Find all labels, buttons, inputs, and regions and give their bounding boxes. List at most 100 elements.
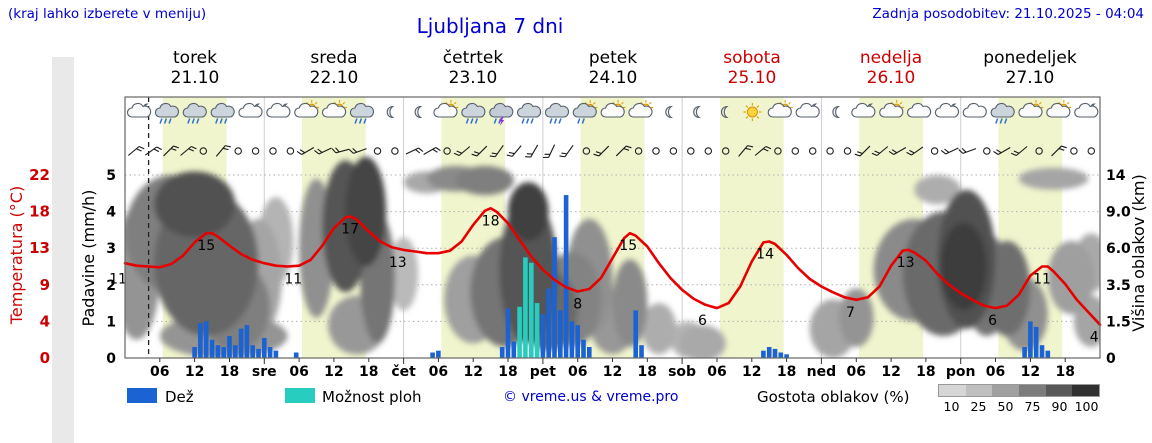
wind-calm-icon: [286, 147, 295, 155]
density-tick: 75: [1024, 399, 1041, 414]
density-step: [965, 385, 993, 396]
weather-icon-sun-cloud: [321, 100, 347, 118]
svg-text:4: 4: [40, 312, 50, 330]
svg-text:0: 0: [1106, 351, 1116, 367]
svg-text:12: 12: [185, 364, 204, 380]
side-strip: [52, 57, 74, 443]
x-axis-labels: 06 12 18 06 12 18 06 12 18 06 12 18 06 12 18 06 12 18 06 12…: [150, 358, 1075, 380]
svg-text:18: 18: [359, 364, 378, 380]
wind-barb-icon: [615, 145, 632, 157]
weather-icons-row: [126, 100, 1099, 126]
wind-calm-icon: [269, 147, 277, 155]
weather-icon-cloud-rain: [544, 102, 569, 124]
svg-text:2: 2: [106, 278, 116, 294]
svg-text:18: 18: [220, 364, 239, 380]
density-step: [1019, 385, 1046, 396]
weather-icon-sun-cloud: [1046, 100, 1072, 118]
weather-icon-cloud: [906, 102, 932, 118]
svg-text:12: 12: [603, 364, 622, 380]
svg-text:13: 13: [897, 255, 915, 271]
svg-text:18: 18: [1055, 364, 1074, 380]
svg-text:12: 12: [742, 364, 761, 380]
weather-icon-sun-cloud: [767, 100, 793, 118]
svg-text:12: 12: [463, 364, 482, 380]
wind-row: [127, 144, 1096, 159]
wind-barb-icon: [489, 144, 504, 158]
svg-text:0: 0: [106, 351, 116, 367]
cloud-density-legend-label: Gostota oblakov (%): [757, 388, 910, 406]
density-step: [1072, 385, 1100, 396]
wind-barb-icon: [888, 147, 907, 155]
day-name: četrtek: [442, 48, 504, 68]
svg-text:11: 11: [1033, 272, 1051, 288]
wind-barb-icon: [525, 144, 539, 158]
svg-text:06: 06: [986, 364, 1005, 380]
weather-icon-moon: [414, 105, 423, 119]
svg-text:ned: ned: [807, 364, 836, 380]
day-date: 25.10: [727, 68, 777, 88]
svg-text:1: 1: [106, 314, 116, 330]
density-step: [992, 385, 1020, 396]
svg-text:15: 15: [197, 238, 215, 254]
wind-calm-icon: [582, 147, 591, 155]
day-date: 27.10: [1005, 68, 1055, 88]
wind-calm-icon: [1087, 147, 1096, 155]
wind-barb-icon: [145, 146, 163, 156]
wind-barb-icon: [215, 145, 231, 157]
weather-icon-cloud-moon: [934, 102, 959, 118]
wind-calm-icon: [1035, 147, 1043, 155]
showers-legend-swatch: [285, 388, 315, 403]
weather-icon-cloud-moon: [795, 102, 820, 118]
wind-calm-icon: [373, 147, 382, 155]
day-name: sobota: [723, 48, 781, 68]
day-name: ponedeljek: [983, 48, 1077, 68]
svg-text:12: 12: [881, 364, 900, 380]
svg-text:13: 13: [29, 239, 50, 257]
rain-legend-label: Dež: [165, 388, 194, 406]
weather-icon-cloud-rain: [461, 102, 486, 124]
svg-text:pet: pet: [530, 364, 557, 380]
weather-icon-cloud-rain: [182, 102, 207, 124]
svg-text:18: 18: [916, 364, 935, 380]
svg-text:3.5: 3.5: [1106, 278, 1131, 294]
weather-icon-sun-cloud: [1018, 100, 1044, 118]
weather-icon-cloud-rain: [154, 102, 179, 124]
day-header-torek: torek 21.10: [125, 48, 265, 88]
wind-calm-icon: [826, 147, 834, 155]
wind-calm-icon: [1070, 147, 1078, 155]
day-header-sobota: sobota 25.10: [682, 48, 822, 88]
day-header-sreda: sreda 22.10: [264, 48, 404, 88]
svg-text:0: 0: [40, 349, 50, 367]
svg-text:18: 18: [482, 213, 500, 229]
wind-calm-icon: [774, 147, 782, 155]
wind-barb-icon: [331, 147, 350, 154]
weather-icon-cloud-moon: [126, 102, 152, 118]
svg-text:13: 13: [389, 255, 407, 271]
wind-calm-icon: [669, 147, 678, 155]
weather-icon-cloud-moon: [1074, 102, 1099, 118]
cloud-density-ramp-ticks: 10 25 50 75 90 100: [938, 399, 1100, 414]
wind-barb-icon: [958, 147, 977, 154]
showers-legend-label: Možnost ploh: [322, 388, 422, 406]
wind-calm-icon: [251, 147, 260, 155]
svg-text:pon: pon: [946, 364, 976, 380]
wind-barb-icon: [506, 145, 522, 157]
weather-icon-sun-cloud: [628, 100, 654, 118]
day-name: nedelja: [859, 48, 923, 68]
weather-icon-sun-cloud: [433, 100, 459, 118]
svg-text:4: 4: [106, 205, 116, 221]
weather-icon-cloud-moon: [238, 102, 263, 118]
svg-text:11: 11: [284, 272, 302, 288]
svg-text:čet: čet: [391, 364, 416, 380]
wind-calm-icon: [808, 147, 817, 155]
wind-calm-icon: [704, 147, 713, 155]
temperature-line: [123, 207, 1102, 326]
wind-barb-icon: [471, 145, 488, 157]
density-tick: 90: [1051, 399, 1068, 414]
density-tick: 50: [997, 399, 1014, 414]
weather-icon-cloud-rain: [990, 102, 1015, 124]
day-name: petek: [588, 48, 638, 68]
svg-text:sre: sre: [252, 364, 277, 380]
